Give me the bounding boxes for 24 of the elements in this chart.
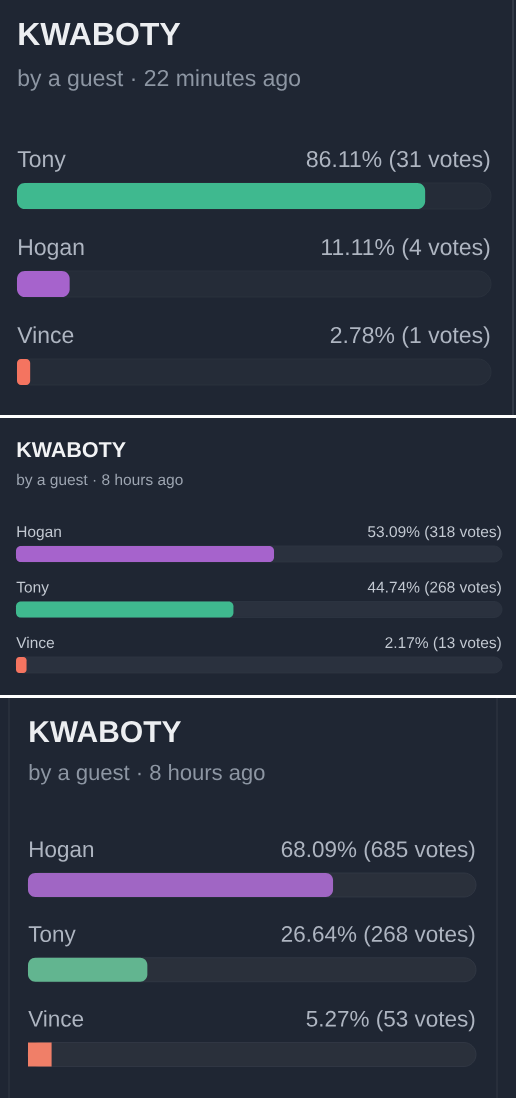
y-tick-label: Hogan (17, 526, 61, 541)
data-label: 53.09% (318 votes) (368, 525, 501, 541)
chart-subtitle: by a guest · 22 minutes ago (18, 69, 301, 91)
data-label: 2.17% (13 votes) (385, 636, 501, 652)
y-tick-label: Tony (17, 151, 66, 172)
chart-subtitle: by a guest · 8 hours ago (29, 764, 265, 785)
y-tick-label: Hogan (30, 841, 94, 862)
data-label: 5.27% (53 votes) (306, 1010, 475, 1032)
y-tick-label: Tony (16, 581, 49, 596)
y-tick-label: Vince (17, 326, 74, 344)
data-label: 44.74% (268 votes) (367, 581, 501, 596)
data-label: 11.11% (4 votes) (322, 238, 490, 260)
chart-title: KWABOTY (17, 441, 126, 458)
y-tick-label: Vince (28, 1010, 84, 1027)
y-tick-label: Tony (28, 926, 76, 947)
y-tick-label: Hogan (19, 239, 84, 260)
y-tick-label: Vince (16, 636, 55, 649)
data-label: 2.78% (1 votes) (330, 326, 490, 348)
chart-title: KWABOTY (19, 22, 181, 46)
data-label: 68.09% (685 votes) (281, 840, 475, 862)
data-label: 86.11% (31 votes) (306, 150, 490, 172)
data-label: 26.64% (268 votes) (281, 925, 475, 947)
chart-subtitle: by a guest · 8 hours ago (17, 473, 183, 489)
chart-title: KWABOTY (30, 721, 182, 743)
